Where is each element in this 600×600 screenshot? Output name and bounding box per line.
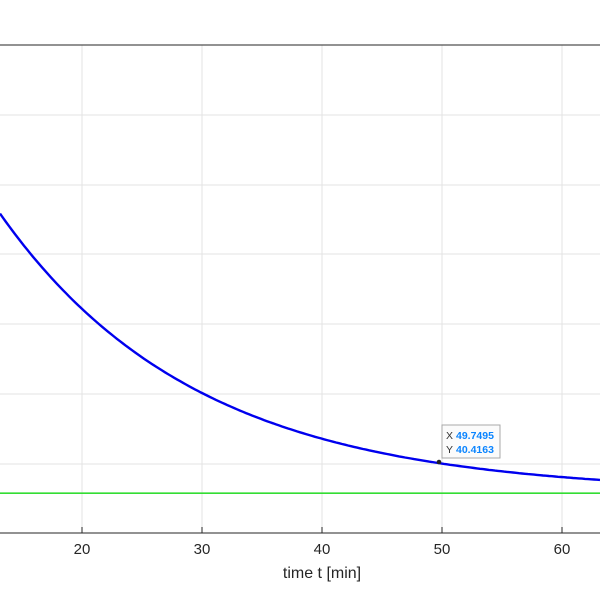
datatip-x-key: X [446,430,453,442]
datatip-y-key: Y [446,444,453,456]
datatip-x-value: 49.7495 [456,430,494,442]
x-tick-label: 30 [194,541,211,558]
x-tick-label: 50 [434,541,451,558]
grid-lines [0,45,600,533]
data-series [0,212,600,494]
datatip-box [441,424,501,459]
x-tick-label: 60 [554,541,571,558]
x-tick-label: 40 [314,541,331,558]
datatip-marker[interactable] [436,459,442,465]
x-axis-label: time t [min] [283,565,361,582]
decay-curve [0,212,600,482]
x-tick-label: 20 [74,541,91,558]
x-ticks: 20 30 40 50 60 [74,527,571,558]
datatip-y-value: 40.4163 [456,444,494,456]
